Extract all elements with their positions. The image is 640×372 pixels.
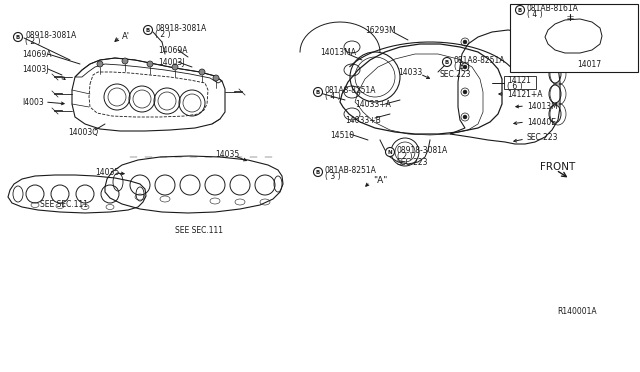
Text: 081AB-8161A: 081AB-8161A [527,3,579,13]
Circle shape [13,32,22,42]
Text: 14003J: 14003J [22,64,49,74]
Text: B: B [316,90,320,94]
Circle shape [122,58,128,64]
Text: 14013M: 14013M [527,102,557,110]
Text: ( 4 ): ( 4 ) [527,10,543,19]
Text: 14033+A: 14033+A [355,99,391,109]
Text: B: B [16,35,20,39]
Text: B: B [518,7,522,13]
Circle shape [314,87,323,96]
Text: ( 4 ): ( 4 ) [325,92,340,100]
Text: SEC.223: SEC.223 [397,157,429,167]
Text: B: B [146,28,150,32]
Text: 14033: 14033 [398,67,422,77]
Text: 08918-3081A: 08918-3081A [25,31,76,39]
Text: 08918-3081A: 08918-3081A [397,145,448,154]
Text: ( 3 ): ( 3 ) [325,171,340,180]
Circle shape [463,90,467,94]
Circle shape [147,61,153,67]
Text: SEC.223: SEC.223 [527,132,559,141]
Text: B: B [316,170,320,174]
Text: 081A8-8251A: 081A8-8251A [454,55,506,64]
Circle shape [143,26,152,35]
Text: 14003J: 14003J [158,58,184,67]
Text: 08918-3081A: 08918-3081A [155,23,206,32]
Text: 14040E: 14040E [527,118,556,126]
Circle shape [442,58,451,67]
Circle shape [385,148,394,157]
Text: SEE SEC.111: SEE SEC.111 [175,225,223,234]
Text: 16293M: 16293M [365,26,396,35]
Text: 14035: 14035 [95,167,119,176]
Circle shape [463,115,467,119]
Circle shape [213,75,219,81]
Text: SEE SEC.111: SEE SEC.111 [40,199,88,208]
Circle shape [463,40,467,44]
Text: ( 3 ): ( 3 ) [454,61,470,71]
Text: l4003: l4003 [22,97,44,106]
Bar [504,76,536,89]
Text: 14069A: 14069A [22,49,51,58]
Text: 081AB-8251A: 081AB-8251A [325,166,377,174]
Text: ( 2 ): ( 2 ) [155,29,170,38]
Text: SEC.223: SEC.223 [440,70,472,78]
Text: 14003Q: 14003Q [68,128,98,137]
Text: N: N [388,150,392,154]
Text: R140001A: R140001A [557,308,596,317]
Circle shape [463,65,467,69]
Text: "A": "A" [373,176,387,185]
Circle shape [515,6,525,15]
Circle shape [199,69,205,75]
Circle shape [314,167,323,176]
Text: ( 2 ): ( 2 ) [25,36,40,45]
Text: 081A8-8251A: 081A8-8251A [325,86,376,94]
Text: FRONT: FRONT [540,162,575,172]
Text: A': A' [122,32,130,41]
Text: 14069A: 14069A [158,45,188,55]
Text: 14121+A: 14121+A [507,90,543,99]
Text: ( 2 ): ( 2 ) [397,151,413,160]
Text: 14035: 14035 [215,150,239,158]
Text: ( 6 ): ( 6 ) [507,81,523,90]
Bar [510,4,638,72]
Circle shape [172,64,178,70]
Text: 14033+B: 14033+B [345,115,381,125]
Text: 14510: 14510 [330,131,354,140]
Text: 14017: 14017 [577,60,601,68]
Text: 14121: 14121 [507,76,531,84]
Text: B: B [445,60,449,64]
Text: 14013MA: 14013MA [320,48,356,57]
Circle shape [97,61,103,67]
